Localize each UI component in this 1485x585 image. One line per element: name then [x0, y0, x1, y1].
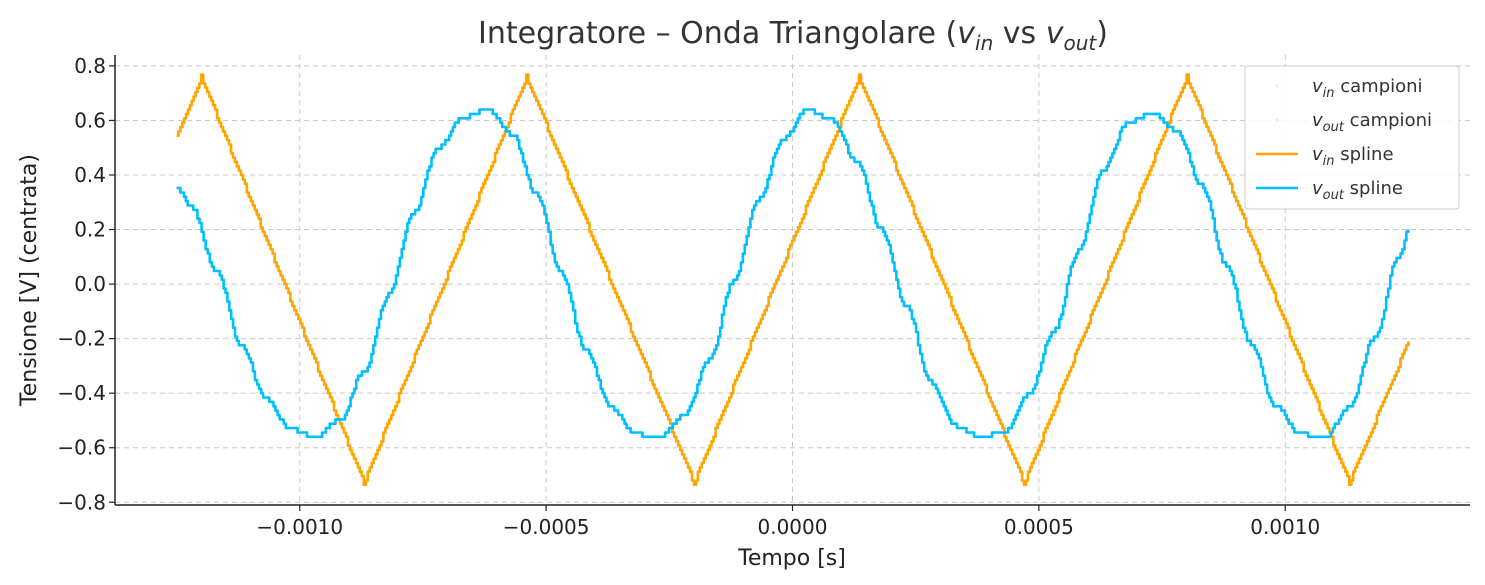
x-tick-label: 0.0010 — [1250, 515, 1320, 539]
y-tick-label: 0.0 — [74, 272, 106, 296]
legend-marker — [1275, 84, 1279, 88]
y-tick-label: −0.8 — [57, 490, 106, 514]
axis-ticks: −0.0010 −0.0005 0.0000 0.0005 0.0010 −0.8 −0.6… — [57, 54, 1320, 539]
grid-lines — [115, 55, 1470, 505]
x-tick-label: 0.0005 — [1004, 515, 1074, 539]
y-tick-label: −0.6 — [57, 436, 106, 460]
y-tick-label: −0.2 — [57, 327, 106, 351]
y-tick-label: 0.8 — [74, 54, 106, 78]
series-line-vout — [176, 108, 1410, 439]
x-tick-label: −0.0010 — [256, 515, 343, 539]
y-tick-label: 0.4 — [74, 163, 106, 187]
legend-label: vout campioni — [1312, 110, 1432, 135]
series-layer — [176, 73, 1410, 487]
y-tick-label: −0.4 — [57, 381, 106, 405]
legend: vin campioni vout campioni vin spline vout … — [1244, 65, 1460, 210]
x-tick-label: 0.0000 — [758, 515, 828, 539]
x-tick-label: −0.0005 — [503, 515, 590, 539]
y-tick-label: 0.2 — [74, 218, 106, 242]
legend-label: vin campioni — [1312, 76, 1423, 101]
legend-label: vout spline — [1312, 178, 1403, 203]
legend-label: vin spline — [1312, 144, 1394, 169]
x-axis-label: Tempo [s] — [737, 546, 846, 571]
series-line-vin — [176, 73, 1410, 487]
chart-title: Integratore – Onda Triangolare (vin vs v… — [478, 16, 1108, 55]
y-tick-label: 0.6 — [74, 108, 106, 132]
legend-box — [1244, 65, 1460, 210]
y-axis-label: Tensione [V] (centrata) — [17, 154, 42, 407]
legend-marker — [1275, 118, 1279, 122]
